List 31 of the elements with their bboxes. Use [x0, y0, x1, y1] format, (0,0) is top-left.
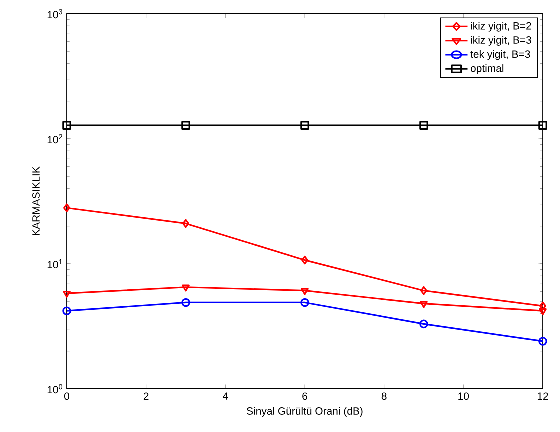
y-tick-label: 10$^{3}$ [48, 9, 62, 19]
point [300, 298, 310, 308]
x-tick-label: 8 [382, 392, 387, 400]
x-tick-label: 4 [222, 392, 228, 400]
legend-label: ikiz yigit, B=2 [471, 22, 532, 32]
point [300, 121, 310, 130]
y-tick-label: 10$^{1}$ [48, 259, 62, 269]
point [420, 301, 428, 308]
y-tick-label: 10$^{2}$ [48, 134, 62, 144]
point [182, 121, 190, 130]
legend-label: optimal [470, 64, 504, 74]
point [538, 121, 548, 130]
point [420, 286, 428, 296]
y-axis-title: KARMASIKLIK [32, 166, 40, 236]
point [62, 121, 72, 130]
legend-label: tek yigit, B=3 [470, 50, 530, 60]
x-tick-label: 12 [538, 392, 548, 400]
x-tick-label: 6 [302, 392, 308, 400]
x-tick-label: 2 [144, 392, 149, 400]
x-tick-label: 0 [64, 392, 70, 400]
point [301, 288, 309, 296]
point [420, 121, 428, 130]
legend-label: ikiz yigit, B=3 [471, 36, 532, 46]
point [302, 256, 308, 265]
x-axis-title: Sinyal Gürültü Orani (dB) [247, 407, 363, 418]
point [182, 219, 190, 228]
y-tick-label: 10$^{0}$ [48, 384, 63, 394]
x-tick-label: 10 [458, 392, 470, 400]
point [420, 320, 428, 329]
point [182, 298, 190, 308]
point [182, 284, 190, 292]
